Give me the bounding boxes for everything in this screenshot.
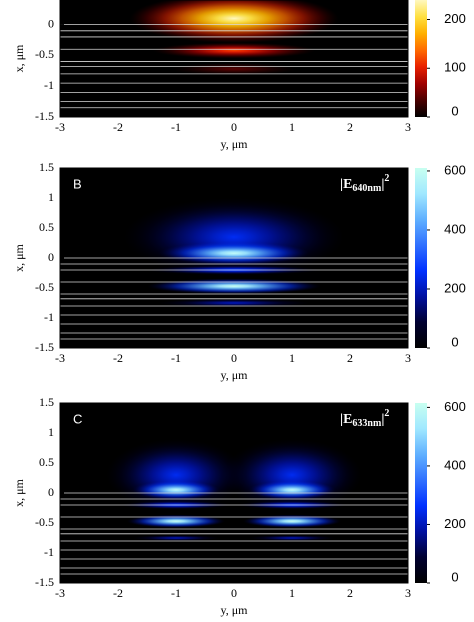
x-tick-label: -3 (55, 120, 65, 134)
field-label: |E633nm|2 (340, 408, 389, 429)
x-tick-label: 3 (405, 120, 411, 134)
panel-label: C (73, 411, 82, 426)
colorbar-tick-label: 0 (451, 569, 458, 584)
colorbar-tick-label: 200 (444, 280, 466, 295)
panel-label: B (73, 176, 82, 191)
colorbar-tick-label: 100 (444, 60, 466, 75)
x-tick-label: 3 (405, 586, 411, 600)
x-tick-label: 2 (347, 351, 353, 365)
y-tick-label: 1 (48, 425, 54, 439)
y-tick-label: 0 (48, 16, 54, 30)
x-tick-label: 3 (405, 351, 411, 365)
colorbar (415, 403, 427, 583)
x-tick-label: 1 (289, 120, 295, 134)
field-label-sub: 640nm (352, 183, 382, 194)
field-lobe (170, 62, 298, 76)
x-tick-label: -1 (171, 120, 181, 134)
x-tick-label: 2 (347, 120, 353, 134)
x-axis-label: y, μm (221, 137, 249, 151)
y-tick-label: -1.5 (35, 109, 54, 123)
x-tick-label: -1 (171, 351, 181, 365)
field-label: |E640nm|2 (340, 173, 389, 194)
plot-area (60, 403, 408, 583)
y-axis-label: x, μm (12, 478, 26, 506)
field-lobe (248, 535, 336, 541)
x-tick-label: 0 (231, 351, 237, 365)
y-tick-label: 0.5 (39, 455, 54, 469)
y-axis-label: x, μm (12, 44, 26, 72)
colorbar-tick-label: 600 (444, 399, 466, 414)
field-lobe (132, 480, 220, 500)
y-tick-label: -1 (44, 545, 54, 559)
field-label-close: | (381, 412, 384, 427)
y-tick-label: 1.5 (39, 160, 54, 174)
colorbar-tick-label: 600 (444, 162, 466, 177)
field-lobe (248, 480, 336, 500)
colorbar-tick-label: 0 (451, 334, 458, 349)
field-lobe (222, 439, 362, 511)
field-lobe (132, 535, 220, 541)
y-tick-label: -0.5 (35, 515, 54, 529)
y-tick-label: 0.5 (39, 220, 54, 234)
field-label-text: |E (340, 177, 352, 192)
field-lobe (147, 278, 321, 295)
field-lobe (158, 298, 310, 308)
x-tick-label: -2 (113, 120, 123, 134)
x-axis-label: y, μm (221, 368, 249, 382)
x-tick-label: 0 (231, 586, 237, 600)
colorbar-tick-label: 200 (444, 11, 466, 26)
x-tick-label: -2 (113, 351, 123, 365)
x-tick-label: -3 (55, 586, 65, 600)
field-lobe (158, 241, 310, 265)
y-tick-label: -0.5 (35, 47, 54, 61)
field-label-sup: 2 (384, 408, 389, 419)
colorbar-tick-label: 400 (444, 221, 466, 236)
colorbar-tick-label: 200 (444, 516, 466, 531)
y-axis-label: x, μm (12, 243, 26, 271)
y-tick-label: -1 (44, 310, 54, 324)
x-tick-label: -3 (55, 351, 65, 365)
x-tick-label: 1 (289, 351, 295, 365)
field-lobe (126, 514, 226, 528)
colorbar-tick-label: 400 (444, 457, 466, 472)
y-tick-label: -1.5 (35, 340, 54, 354)
plot-area (60, 0, 408, 117)
field-lobe (129, 0, 339, 44)
x-tick-label: 1 (289, 586, 295, 600)
field-label-text: |E (340, 412, 352, 427)
field-label-close: | (381, 177, 384, 192)
x-tick-label: -2 (113, 586, 123, 600)
plot-area (60, 168, 408, 348)
x-tick-label: -1 (171, 586, 181, 600)
y-tick-label: 0 (48, 250, 54, 264)
y-tick-label: 1 (48, 190, 54, 204)
x-axis-label: y, μm (221, 603, 249, 617)
x-tick-label: 0 (231, 120, 237, 134)
x-tick-label: 2 (347, 586, 353, 600)
y-tick-label: -1 (44, 78, 54, 92)
y-tick-label: -1.5 (35, 575, 54, 589)
colorbar-tick-label: 0 (451, 103, 458, 118)
field-label-sub: 633nm (352, 418, 382, 429)
y-tick-label: -0.5 (35, 280, 54, 294)
field-label-sup: 2 (384, 173, 389, 184)
field-lobe (242, 514, 342, 528)
field-lobe (152, 42, 316, 59)
y-tick-label: 1.5 (39, 395, 54, 409)
colorbar (415, 168, 427, 348)
y-tick-label: 0 (48, 485, 54, 499)
colorbar (415, 0, 427, 117)
